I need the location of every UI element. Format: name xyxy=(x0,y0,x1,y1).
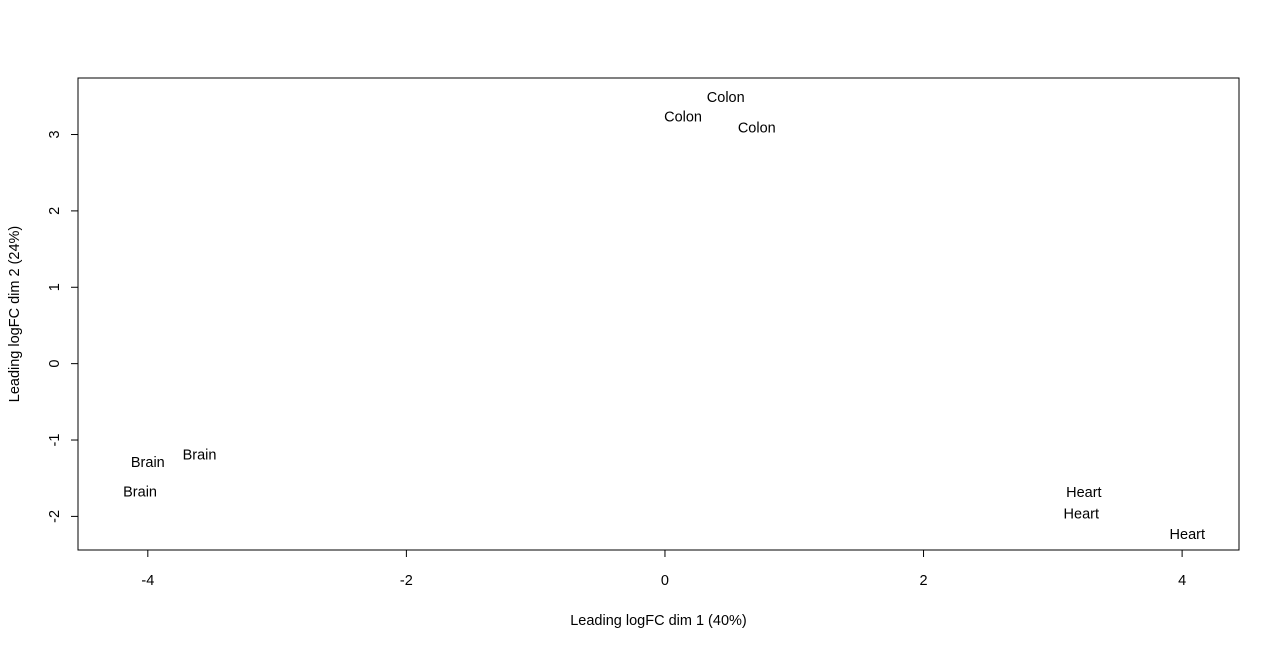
point-label-heart: Heart xyxy=(1170,527,1205,543)
point-label-brain: Brain xyxy=(123,484,157,500)
x-tick-label: 0 xyxy=(661,573,669,589)
y-axis: -2 -1 0 1 2 3 xyxy=(47,130,79,523)
x-axis: -4 -2 0 2 4 xyxy=(141,549,1186,589)
y-tick-label: 2 xyxy=(47,207,63,215)
point-label-colon: Colon xyxy=(707,90,745,106)
x-tick-label: -4 xyxy=(141,573,154,589)
x-axis-label: Leading logFC dim 1 (40%) xyxy=(570,613,747,629)
point-label-colon: Colon xyxy=(664,109,702,125)
y-tick-label: -2 xyxy=(47,510,63,523)
point-label-colon: Colon xyxy=(738,121,776,137)
point-label-brain: Brain xyxy=(183,448,217,464)
plot-frame xyxy=(77,77,1240,551)
x-tick-label: 4 xyxy=(1178,573,1186,589)
y-axis-label: Leading logFC dim 2 (24%) xyxy=(7,226,23,403)
y-tick-label: 1 xyxy=(47,283,63,291)
x-tick-label: -2 xyxy=(400,573,413,589)
y-tick-label: -1 xyxy=(47,434,63,447)
y-tick-label: 3 xyxy=(47,130,63,138)
point-label-heart: Heart xyxy=(1064,506,1099,522)
point-labels: Colon Colon Colon Brain Brain Brain Heart Heart… xyxy=(123,90,1205,543)
point-label-heart: Heart xyxy=(1066,485,1101,501)
point-label-brain: Brain xyxy=(131,455,165,471)
y-tick-label: 0 xyxy=(47,360,63,368)
x-tick-label: 2 xyxy=(919,573,927,589)
